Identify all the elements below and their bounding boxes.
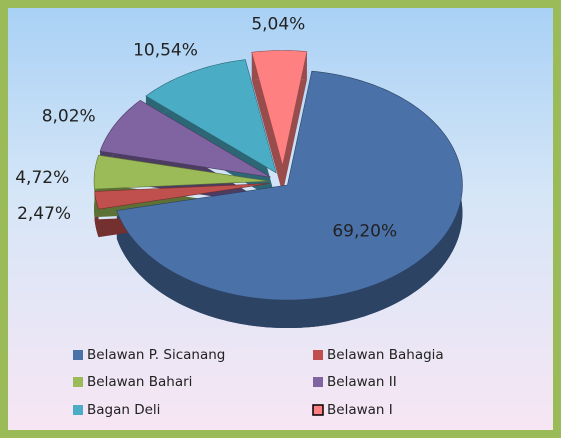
legend-label: Bagan Deli <box>87 402 160 418</box>
legend-label: Belawan II <box>327 374 397 390</box>
slice <box>93 154 270 190</box>
legend-swatch <box>73 377 83 387</box>
data-label: 8,02% <box>42 107 96 127</box>
slice-tops <box>93 50 463 301</box>
legend-swatch <box>73 405 83 415</box>
slice <box>116 70 463 301</box>
legend-swatch <box>313 350 323 360</box>
data-label: 5,04% <box>251 14 305 34</box>
data-label: 69,20% <box>332 222 397 242</box>
legend-label: Belawan Bahari <box>87 374 192 390</box>
slice <box>99 99 271 178</box>
legend-swatch <box>73 350 83 360</box>
labels: 69,20% 2,47% 4,72% 8,02% 10,54% 5,04% <box>15 14 397 241</box>
slice <box>251 50 308 166</box>
data-label: 4,72% <box>15 168 69 188</box>
legend-label: Belawan I <box>327 402 393 418</box>
legend-swatch <box>312 404 324 416</box>
slice <box>145 59 277 174</box>
legend-label: Belawan Bahagia <box>327 347 444 363</box>
legend-label: Belawan P. Sicanang <box>87 347 225 363</box>
data-label: 10,54% <box>133 41 198 61</box>
slice <box>94 183 270 210</box>
data-label: 2,47% <box>17 204 71 224</box>
legend-swatch <box>313 377 323 387</box>
